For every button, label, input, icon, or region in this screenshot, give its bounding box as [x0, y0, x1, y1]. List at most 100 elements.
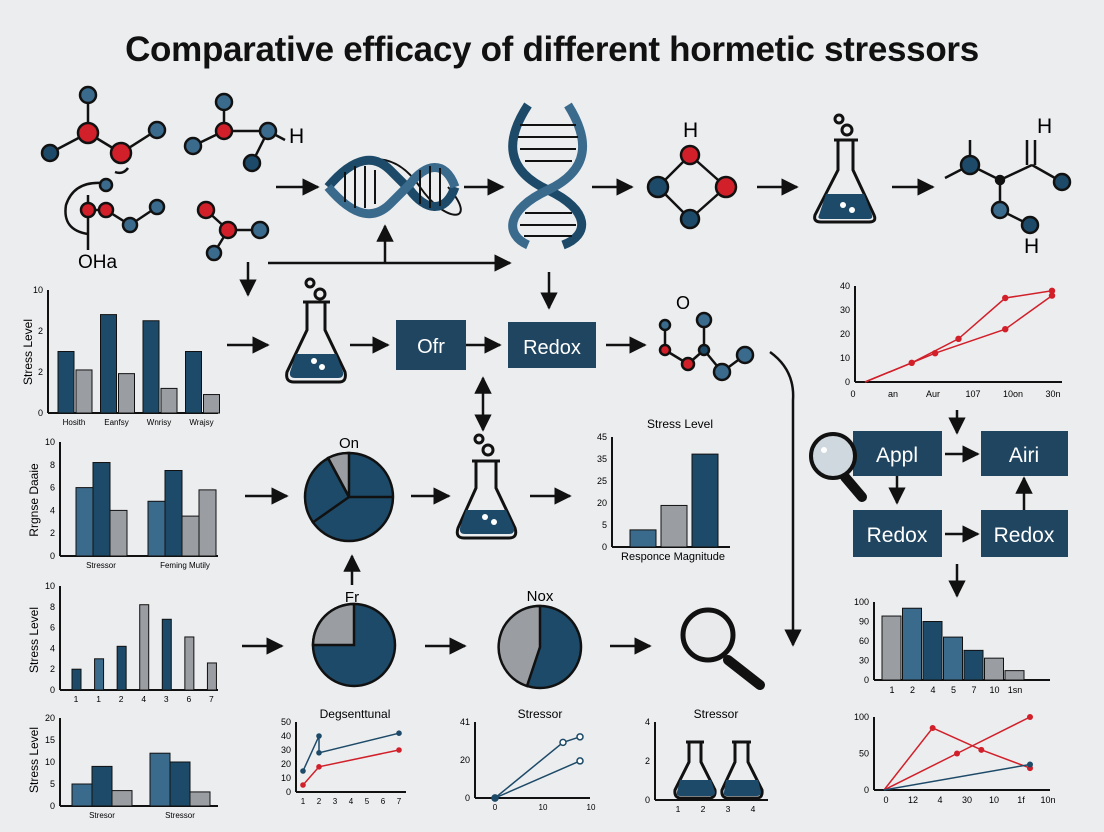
- c7-x-tick-label: 10: [989, 685, 999, 695]
- c1-bar: [160, 387, 178, 414]
- c2-x-tick-label: Stressor: [86, 561, 116, 570]
- c10-x-tick-label: 0: [493, 803, 498, 812]
- c4-y-tick-label: 10: [45, 757, 55, 767]
- c9-point: [396, 747, 402, 753]
- c8-x-tick-label: 1f: [1017, 795, 1025, 805]
- c2-bar: [92, 462, 111, 557]
- c3-x-tick-label: 4: [141, 694, 146, 704]
- c5-y-tick-label: 0: [602, 542, 607, 552]
- c7-y-tick-label: 60: [859, 636, 869, 646]
- c10-point: [576, 733, 584, 741]
- c8-x-tick-label: 10: [989, 795, 999, 805]
- c3-y-tick-label: 0: [50, 685, 55, 695]
- c6-x-tick-label: 0: [850, 389, 855, 399]
- c5-title: Stress Level: [647, 417, 713, 431]
- c2-y-tick-label: 8: [50, 460, 55, 470]
- c9-y-tick-label: 40: [281, 731, 291, 741]
- c3-x-tick-label: 7: [209, 694, 214, 704]
- c4-y-tick-label: 0: [50, 801, 55, 811]
- c8-point: [1027, 714, 1033, 720]
- c8-x-tick-label: 30: [962, 795, 972, 805]
- c7-x-tick-label: 1: [889, 685, 894, 695]
- c11-y-tick-label: 4: [645, 717, 650, 727]
- c8-x-tick-label: 4: [937, 795, 942, 805]
- c1-y-tick-label: 2: [38, 367, 43, 377]
- c9-point: [300, 782, 306, 788]
- c3-x-tick-label: 1: [96, 694, 101, 704]
- h-label: H: [289, 125, 304, 148]
- c9-x-tick-label: 1: [301, 797, 306, 806]
- redox-right-label: Redox: [994, 524, 1055, 547]
- appl-label: Appl: [876, 444, 918, 467]
- airi-label: Airi: [1009, 444, 1039, 467]
- c3-y-tick-label: 10: [45, 581, 55, 591]
- c6-y-tick-label: 0: [845, 377, 850, 387]
- pie-fr-title: Fr: [345, 589, 359, 606]
- c7-bar: [902, 607, 922, 681]
- c6-point: [931, 350, 939, 357]
- c7-x-tick-label: 1sn: [1008, 685, 1023, 695]
- c11-x-tick-label: 4: [751, 804, 756, 814]
- c6-x-tick-label: an: [888, 389, 898, 399]
- c4-x-tick-label: Stresor: [89, 811, 115, 820]
- h-label-right-bottom: H: [1024, 235, 1039, 258]
- molecule-cluster-icon: [49, 95, 286, 254]
- c8-point: [954, 750, 960, 757]
- c1-x-tick-label: Wrajsy: [189, 418, 213, 427]
- dna-vertical-icon: [508, 102, 587, 250]
- c9-x-tick-label: 7: [397, 797, 402, 806]
- c1-x-tick-label: Eanfsy: [104, 418, 128, 427]
- c6-x-tick-label: 107: [965, 389, 980, 399]
- c3-y-tick-label: 6: [50, 623, 55, 633]
- c1-x-tick-label: Hosith: [63, 418, 86, 427]
- c10-point: [576, 757, 584, 765]
- o-label: O: [676, 293, 690, 313]
- c9-x-tick-label: 4: [349, 797, 354, 806]
- flask-center-icon: [455, 433, 518, 540]
- c3-bar: [116, 645, 127, 691]
- flow-arrows: [227, 178, 1033, 655]
- c6-point: [955, 335, 962, 342]
- c5-bar: [660, 504, 688, 548]
- c6-point: [1048, 292, 1056, 299]
- c4-bar: [149, 752, 171, 807]
- c2-x-tick-label: Feming Mutily: [160, 561, 210, 570]
- pie-on: [303, 451, 395, 543]
- ofr-box: Ofr: [396, 320, 466, 370]
- c6-x-tick-label: 10on: [1003, 389, 1023, 399]
- c2-bar: [164, 470, 183, 557]
- c4-y-tick-label: 15: [45, 735, 55, 745]
- c10-series-line: [494, 736, 581, 799]
- c4-bar: [189, 791, 211, 807]
- redox-right-box: Redox: [981, 510, 1068, 557]
- c4-bar: [169, 761, 191, 807]
- c7-y-tick-label: 0: [864, 675, 869, 685]
- c8-series-line: [883, 727, 1031, 791]
- c7-bar: [963, 649, 984, 681]
- c11-title: Stressor: [694, 707, 739, 721]
- c11-y-tick-label: 0: [645, 795, 650, 805]
- c9-y-tick-label: 10: [281, 773, 291, 783]
- c8-x-tick-label: 10n: [1040, 795, 1055, 805]
- c5-bar: [691, 453, 719, 548]
- flask-top-icon: [813, 113, 877, 224]
- c1-y-tick-label: 2: [38, 326, 43, 336]
- c4-bar: [111, 790, 133, 807]
- c3-bar: [71, 668, 82, 691]
- c1-bar: [75, 369, 93, 414]
- c7-bar: [1004, 670, 1025, 681]
- redox-left-box: Redox: [853, 510, 942, 557]
- c1-y-axis-label: Stress Level: [21, 319, 35, 385]
- c3-bar: [184, 636, 195, 691]
- c10-y-tick-label: 0: [465, 793, 470, 803]
- c2-bar: [198, 489, 217, 557]
- c2-y-tick-label: 0: [50, 551, 55, 561]
- c1-y-tick-label: 10: [33, 285, 43, 295]
- c4-y-axis-label: Stress Level: [27, 727, 41, 793]
- c10-point: [491, 794, 499, 802]
- c7-x-tick-label: 2: [910, 685, 915, 695]
- c11-x-tick-label: 1: [676, 804, 681, 814]
- c3-x-tick-label: 2: [119, 694, 124, 704]
- c9-title: Degsenttunal: [320, 707, 391, 721]
- redox-left-label: Redox: [867, 524, 928, 547]
